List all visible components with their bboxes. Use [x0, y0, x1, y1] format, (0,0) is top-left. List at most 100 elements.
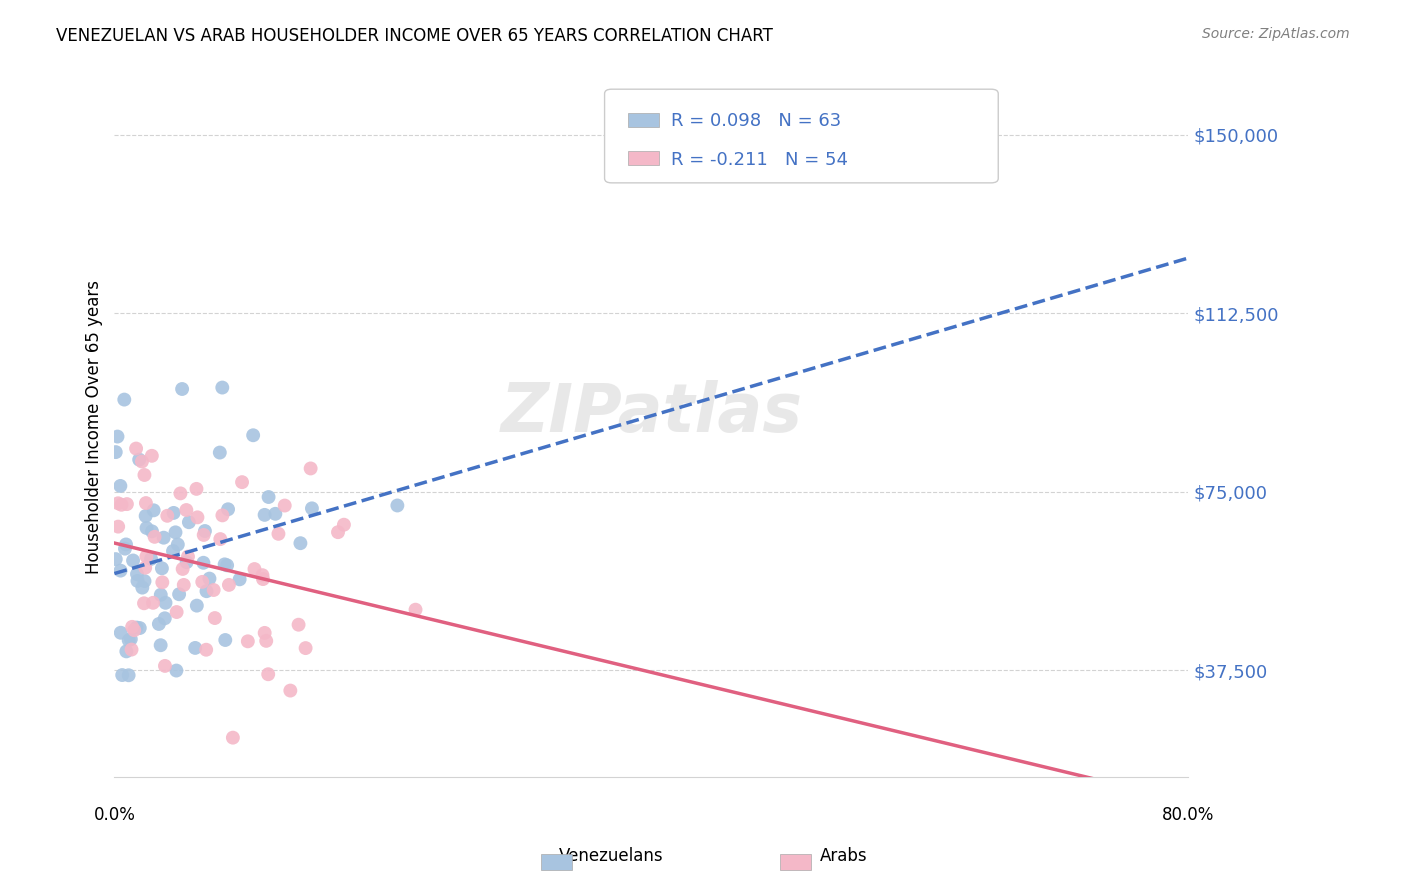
Point [162, 506, 184, 520]
Point [214, 558, 236, 572]
Point [115, 644, 138, 658]
Point [169, 486, 191, 500]
Point [107, 519, 129, 533]
Point [141, 449, 163, 463]
Point [110, 625, 132, 640]
Point [326, 525, 349, 540]
Point [176, 555, 198, 569]
Point [264, 507, 287, 521]
Point [166, 537, 188, 551]
Point [135, 521, 157, 535]
Point [135, 508, 157, 523]
Point [115, 497, 138, 511]
Point [211, 508, 233, 523]
Point [177, 515, 200, 529]
Point [153, 659, 176, 673]
Point [211, 380, 233, 394]
Point [217, 558, 239, 573]
Point [195, 642, 218, 657]
Point [287, 617, 309, 632]
Point [142, 503, 165, 517]
Point [193, 556, 215, 570]
Point [172, 382, 194, 396]
Point [117, 668, 139, 682]
Point [209, 532, 232, 546]
Text: Venezuelans: Venezuelans [560, 847, 664, 865]
Point [162, 544, 184, 558]
Point [231, 475, 253, 490]
Point [134, 468, 156, 483]
Point [165, 525, 187, 540]
Point [128, 452, 150, 467]
Point [387, 499, 409, 513]
Point [194, 524, 217, 538]
Point [148, 617, 170, 632]
Point [280, 683, 302, 698]
Point [127, 574, 149, 588]
Y-axis label: Householder Income Over 65 years: Householder Income Over 65 years [86, 280, 103, 574]
Point [290, 536, 312, 550]
Point [186, 599, 208, 613]
Point [274, 499, 297, 513]
Point [120, 632, 142, 647]
Point [149, 638, 172, 652]
Text: 0.0%: 0.0% [93, 806, 135, 824]
Point [107, 429, 129, 443]
Point [204, 611, 226, 625]
Point [111, 668, 134, 682]
Point [153, 611, 176, 625]
Text: R = 0.098   N = 63: R = 0.098 N = 63 [671, 112, 841, 130]
Point [125, 442, 148, 456]
Point [294, 641, 316, 656]
Point [214, 632, 236, 647]
Point [236, 634, 259, 648]
Point [228, 572, 250, 586]
Point [104, 552, 127, 566]
Point [149, 588, 172, 602]
Point [186, 482, 208, 496]
Point [150, 561, 173, 575]
Point [110, 498, 132, 512]
Point [165, 664, 187, 678]
Point [222, 731, 245, 745]
Text: VENEZUELAN VS ARAB HOUSEHOLDER INCOME OVER 65 YEARS CORRELATION CHART: VENEZUELAN VS ARAB HOUSEHOLDER INCOME OV… [56, 27, 773, 45]
Point [110, 479, 132, 493]
Point [131, 581, 153, 595]
Point [243, 562, 266, 576]
Point [125, 621, 148, 635]
Point [118, 633, 141, 648]
Point [176, 503, 198, 517]
Point [193, 528, 215, 542]
Point [218, 578, 240, 592]
Point [141, 524, 163, 539]
Point [156, 508, 179, 523]
Point [104, 445, 127, 459]
Point [122, 624, 145, 638]
Point [114, 541, 136, 556]
Point [299, 461, 322, 475]
Text: R = -0.211   N = 54: R = -0.211 N = 54 [671, 151, 848, 169]
Point [217, 502, 239, 516]
Point [173, 578, 195, 592]
Point [110, 564, 132, 578]
Point [253, 626, 276, 640]
Point [186, 510, 208, 524]
Point [253, 508, 276, 522]
Point [107, 496, 129, 510]
Point [166, 605, 188, 619]
Point [143, 530, 166, 544]
Point [257, 490, 280, 504]
Point [252, 572, 274, 586]
Point [301, 501, 323, 516]
Text: Arabs: Arabs [820, 847, 868, 865]
Point [135, 549, 157, 564]
Point [198, 572, 221, 586]
Point [134, 574, 156, 588]
Point [191, 574, 214, 589]
Point [254, 633, 277, 648]
Point [333, 517, 356, 532]
Point [134, 560, 156, 574]
Point [267, 526, 290, 541]
Point [131, 454, 153, 468]
Point [139, 552, 162, 566]
